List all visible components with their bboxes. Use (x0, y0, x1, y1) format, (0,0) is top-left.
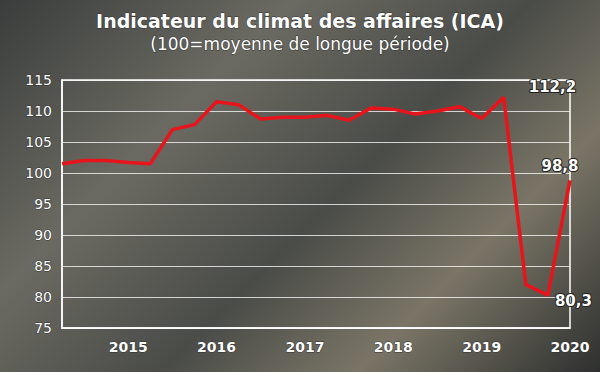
svg-text:110: 110 (25, 103, 52, 119)
svg-text:115: 115 (25, 72, 52, 88)
svg-text:(100=moyenne de longue période: (100=moyenne de longue période) (150, 34, 449, 54)
svg-text:100: 100 (25, 165, 52, 181)
svg-text:112,2: 112,2 (529, 78, 576, 96)
svg-text:95: 95 (34, 196, 52, 212)
svg-text:80,3: 80,3 (555, 292, 592, 310)
svg-text:80: 80 (34, 289, 52, 305)
svg-text:105: 105 (25, 134, 52, 150)
svg-text:2015: 2015 (109, 339, 148, 355)
svg-text:85: 85 (34, 258, 52, 274)
svg-text:75: 75 (34, 320, 52, 336)
svg-text:2016: 2016 (197, 339, 236, 355)
svg-text:Indicateur du climat des affai: Indicateur du climat des affaires (ICA) (96, 10, 504, 32)
svg-text:2019: 2019 (462, 339, 501, 355)
svg-text:2017: 2017 (285, 339, 324, 355)
svg-text:98,8: 98,8 (541, 157, 578, 175)
svg-text:2018: 2018 (374, 339, 413, 355)
svg-text:90: 90 (34, 227, 52, 243)
svg-text:2020: 2020 (551, 339, 590, 355)
